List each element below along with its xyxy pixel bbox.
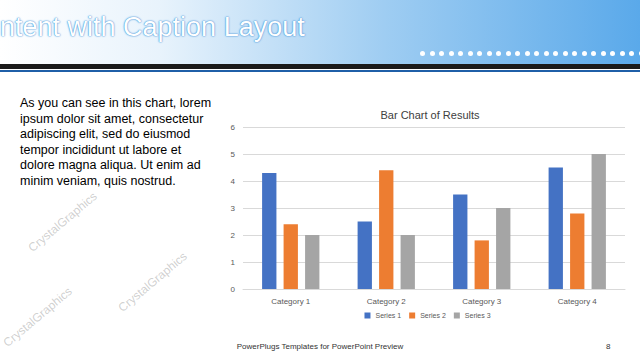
svg-text:Series 2: Series 2 [420,312,446,319]
html-text:CrystalGraphics: CrystalGraphics [0,284,75,350]
svg-text:0: 0 [231,285,236,294]
svg-text:4: 4 [231,177,236,186]
svg-text:Bar Chart of Results: Bar Chart of Results [380,109,480,121]
html-text:PowerPlugs Templates for Power: PowerPlugs Templates for PowerPoint Prev… [236,342,404,351]
svg-text:Category 1: Category 1 [271,297,311,306]
svg-text:Series 3: Series 3 [465,312,491,319]
html-text:tempor incididunt ut labore et: tempor incididunt ut labore et [20,142,182,157]
svg-text:Category 4: Category 4 [558,297,598,306]
html-text:adipiscing elit, sed do eiusmo: adipiscing elit, sed do eiusmod [20,127,191,141]
svg-text:2: 2 [231,231,236,240]
html-text:8: 8 [606,342,611,351]
svg-text:6: 6 [231,123,236,132]
svg-text:3: 3 [231,204,236,213]
html-text:CrystalGraphics: CrystalGraphics [115,249,190,315]
svg-text:Category 2: Category 2 [367,297,407,306]
html-text:As you can see in this chart,: As you can see in this chart, lorem [20,96,212,110]
html-text:minim veniam, quis nostrud.: minim veniam, quis nostrud. [20,173,176,188]
html-text:ntent with Caption Layout: ntent with Caption Layout [0,12,305,42]
html-text:CrystalGraphics: CrystalGraphics [25,189,100,255]
svg-text:Category 3: Category 3 [462,297,502,306]
html-text:dolore magna aliqua. Ut enim a: dolore magna aliqua. Ut enim ad [20,158,201,172]
svg-text:Series 1: Series 1 [375,312,401,319]
html-text:ipsum dolor sit amet, consecte: ipsum dolor sit amet, consectetur [20,111,204,126]
svg-text:1: 1 [231,258,236,267]
svg-text:5: 5 [231,150,236,159]
